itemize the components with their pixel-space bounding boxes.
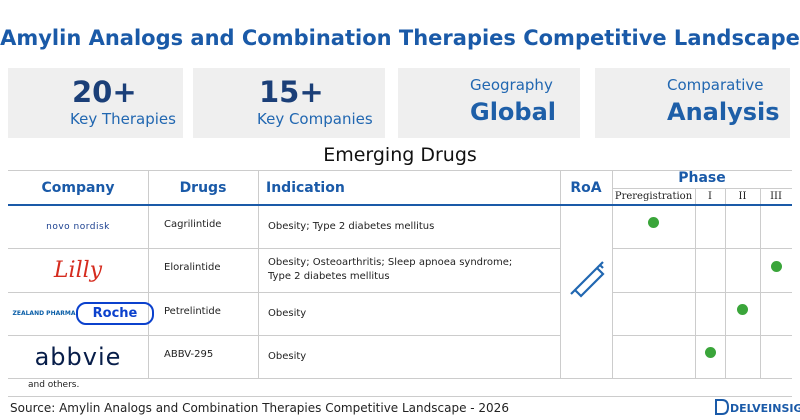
stat-value: Global	[470, 98, 557, 126]
phase-dot	[704, 347, 716, 358]
drug: ABBV-295	[164, 349, 214, 360]
stat-number: 15+	[259, 75, 324, 109]
stat-label: Key Companies	[257, 110, 373, 128]
drug: Petrelintide	[164, 306, 221, 317]
header: Phase	[678, 170, 726, 186]
brand: DELVEINSIGHT	[730, 402, 800, 415]
footnote: and others.	[28, 380, 80, 390]
header: Company	[41, 180, 115, 196]
company-logo: novo nordisk	[46, 221, 110, 232]
stat-number: 20+	[72, 75, 137, 109]
stat-box: Geography Global	[398, 68, 580, 138]
stat-label: Key Therapies	[70, 110, 176, 128]
phase-dot	[737, 304, 748, 315]
header: Indication	[266, 180, 345, 196]
source: Source: Amylin Analogs and Combination T…	[10, 401, 509, 415]
indication: Obesity	[268, 307, 307, 319]
indication: Obesity	[268, 350, 307, 362]
drug: Eloralintide	[164, 262, 221, 273]
indication: Obesity; Type 2 diabetes mellitus	[268, 220, 435, 232]
phase-label: II	[738, 191, 747, 202]
phase-dot	[770, 260, 782, 272]
stat-label: Comparative	[667, 76, 764, 94]
company-logo: Roche	[76, 302, 154, 325]
company-logo: abbvie	[34, 342, 122, 371]
brand-icon	[715, 399, 730, 415]
stat-box: Comparative Analysis	[595, 68, 790, 138]
header: Drugs	[179, 180, 227, 196]
phase-dot	[648, 217, 659, 228]
stat-label: Geography	[470, 76, 553, 94]
header: RoA	[570, 180, 602, 196]
stat-value: Analysis	[667, 98, 780, 126]
title: Amylin Analogs and Combination Therapies…	[0, 26, 800, 50]
phase-label: I	[708, 191, 712, 202]
drug: Cagrilintide	[164, 219, 222, 230]
company-logo: ZEALAND PHARMA	[12, 310, 76, 317]
table-title: Emerging Drugs	[323, 144, 477, 166]
company-logo: Lilly	[53, 257, 103, 283]
phase-label: III	[770, 191, 782, 202]
indication: Obesity; Osteoarthritis; Sleep apnoea sy…	[268, 257, 513, 282]
stat-box: 15+ Key Companies	[193, 68, 385, 138]
stat-box: 20+ Key Therapies	[8, 68, 183, 138]
phase-label: Preregistration	[614, 191, 693, 202]
